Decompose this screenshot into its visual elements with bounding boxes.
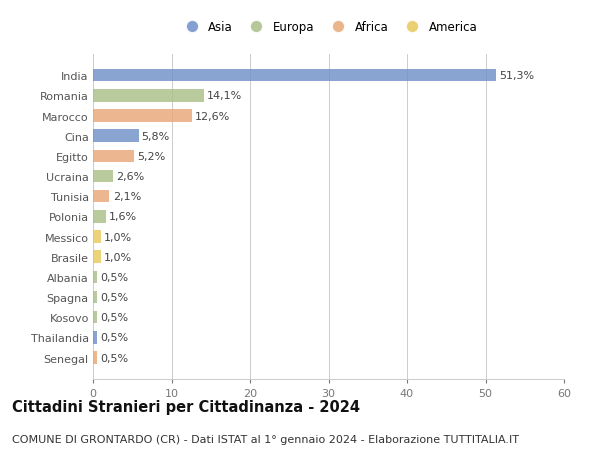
Bar — [93, 70, 496, 82]
Text: 2,6%: 2,6% — [116, 172, 145, 182]
Legend: Asia, Europa, Africa, America: Asia, Europa, Africa, America — [178, 19, 479, 37]
Bar — [93, 190, 109, 203]
Bar — [93, 110, 192, 123]
Text: 2,1%: 2,1% — [113, 192, 141, 202]
Bar — [93, 211, 106, 223]
Text: 14,1%: 14,1% — [207, 91, 242, 101]
Bar — [93, 331, 97, 344]
Text: 0,5%: 0,5% — [100, 353, 128, 363]
Bar — [93, 170, 113, 183]
Bar — [93, 231, 101, 243]
Text: Cittadini Stranieri per Cittadinanza - 2024: Cittadini Stranieri per Cittadinanza - 2… — [12, 399, 360, 414]
Text: 5,8%: 5,8% — [142, 131, 170, 141]
Bar — [93, 90, 203, 102]
Bar — [93, 150, 134, 163]
Bar — [93, 311, 97, 324]
Text: COMUNE DI GRONTARDO (CR) - Dati ISTAT al 1° gennaio 2024 - Elaborazione TUTTITAL: COMUNE DI GRONTARDO (CR) - Dati ISTAT al… — [12, 434, 519, 444]
Text: 1,0%: 1,0% — [104, 232, 132, 242]
Text: 1,6%: 1,6% — [109, 212, 137, 222]
Bar — [93, 352, 97, 364]
Text: 0,5%: 0,5% — [100, 313, 128, 323]
Text: 51,3%: 51,3% — [499, 71, 534, 81]
Text: 12,6%: 12,6% — [195, 111, 230, 121]
Text: 0,5%: 0,5% — [100, 333, 128, 342]
Text: 1,0%: 1,0% — [104, 252, 132, 262]
Bar — [93, 130, 139, 143]
Text: 0,5%: 0,5% — [100, 272, 128, 282]
Bar — [93, 271, 97, 284]
Bar — [93, 251, 101, 263]
Text: 0,5%: 0,5% — [100, 292, 128, 302]
Text: 5,2%: 5,2% — [137, 151, 165, 162]
Bar — [93, 291, 97, 303]
